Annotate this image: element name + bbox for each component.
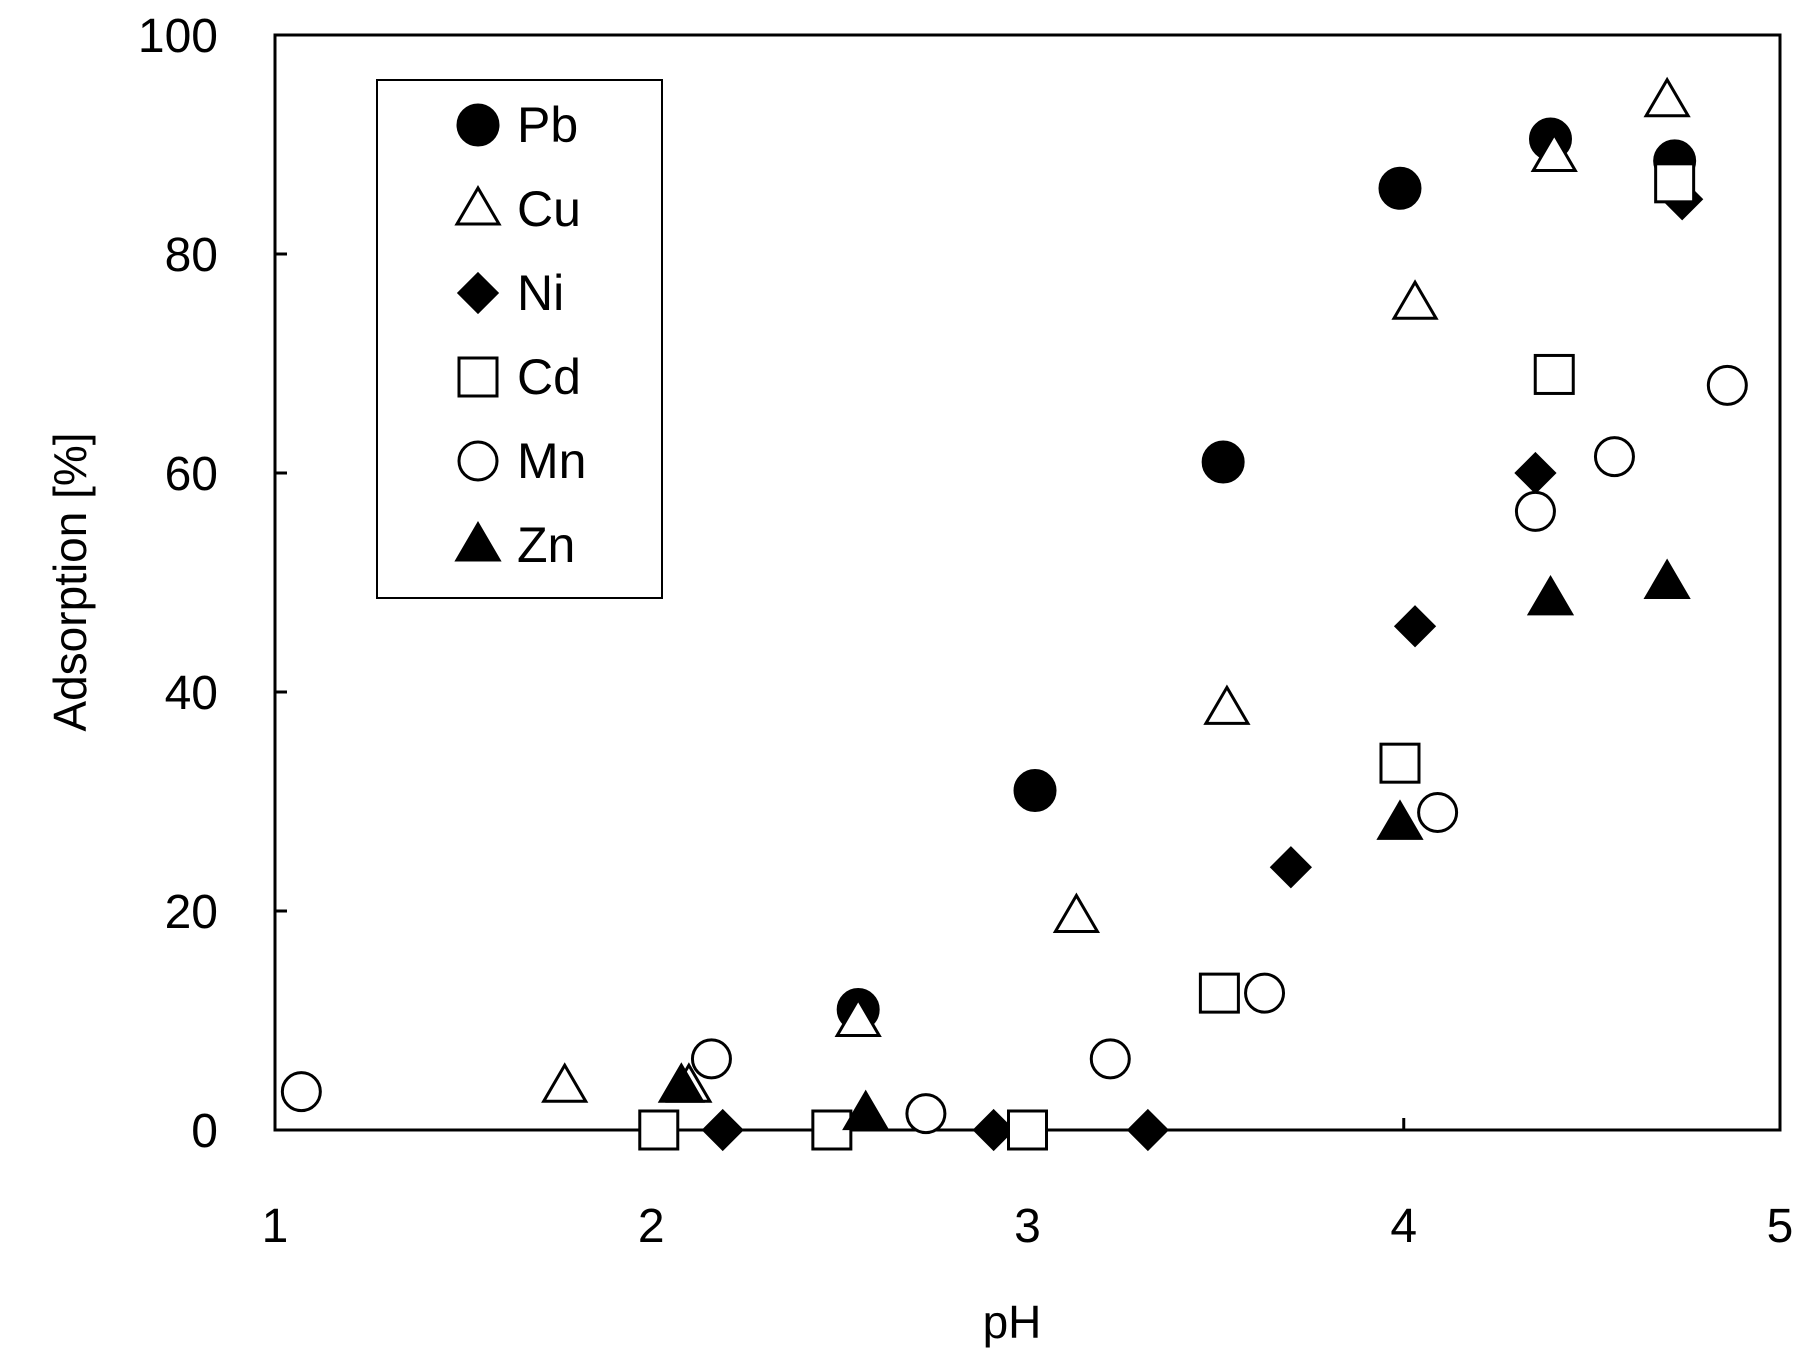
legend-marker-pb <box>456 103 500 147</box>
point-ni <box>972 1108 1015 1152</box>
point-cd <box>1379 742 1421 784</box>
series-mn <box>280 364 1748 1135</box>
y-axis-ticks: 0 20 40 60 80 100 <box>138 10 287 1158</box>
x-axis-label: pH <box>983 1296 1042 1348</box>
series-zn <box>657 558 1691 1131</box>
legend-label: Cd <box>517 349 581 405</box>
point-ni <box>1126 1108 1170 1152</box>
point-ni <box>701 1108 744 1152</box>
point-zn <box>1643 558 1691 599</box>
y-axis-label: Adsorption [%] <box>44 432 96 731</box>
point-cd <box>1198 972 1240 1014</box>
legend-marker-mn <box>457 440 499 482</box>
point-cu <box>1391 279 1439 320</box>
x-tick-label: 1 <box>262 1200 289 1253</box>
x-tick-label: 4 <box>1390 1200 1417 1253</box>
legend-item-pb: Pb <box>456 97 578 153</box>
x-tick-label: 5 <box>1767 1200 1794 1253</box>
point-mn <box>1089 1038 1131 1080</box>
point-zn <box>1376 799 1424 840</box>
point-ni <box>1514 451 1557 495</box>
y-tick-label: 80 <box>165 229 218 282</box>
point-zn <box>842 1089 890 1131</box>
x-axis-ticks: 1 2 3 4 5 <box>262 1118 1794 1253</box>
y-tick-label: 60 <box>165 448 218 501</box>
legend-item-mn: Mn <box>457 433 586 489</box>
point-mn <box>690 1038 732 1080</box>
legend-label: Ni <box>517 265 564 321</box>
y-tick-label: 0 <box>191 1105 218 1158</box>
data-points <box>280 76 1748 1152</box>
point-mn <box>280 1071 322 1113</box>
point-zn <box>657 1062 705 1103</box>
point-mn <box>1417 791 1459 833</box>
series-cu <box>541 76 1691 1103</box>
point-cu <box>541 1062 589 1103</box>
y-tick-label: 40 <box>165 667 218 720</box>
legend: Pb Cu Ni Cd Mn Zn <box>376 79 663 599</box>
point-pb <box>1378 166 1422 210</box>
point-cd <box>1654 162 1696 204</box>
point-mn <box>1593 436 1635 478</box>
point-cd <box>1533 353 1575 395</box>
series-pb <box>836 117 1697 1032</box>
legend-label: Zn <box>517 517 575 573</box>
point-pb <box>1201 440 1245 484</box>
legend-item-cu: Cu <box>454 181 581 237</box>
x-tick-label: 3 <box>1014 1200 1041 1253</box>
legend-marker-cd <box>457 356 499 398</box>
legend-marker-cu <box>454 185 502 226</box>
legend-marker-ni <box>456 271 500 315</box>
series-cd <box>638 162 1696 1151</box>
point-ni <box>1393 605 1437 648</box>
point-mn <box>1244 972 1286 1014</box>
legend-label: Mn <box>517 433 586 489</box>
legend-item-zn: Zn <box>454 517 575 573</box>
y-tick-label: 20 <box>165 886 218 939</box>
point-ni <box>1269 846 1313 889</box>
point-cu <box>1643 76 1691 118</box>
x-tick-label: 2 <box>638 1200 665 1253</box>
legend-item-ni: Ni <box>456 265 564 321</box>
legend-label: Pb <box>517 97 578 153</box>
point-mn <box>905 1093 947 1135</box>
point-zn <box>1526 574 1575 616</box>
point-cd <box>638 1109 680 1151</box>
legend-item-cd: Cd <box>457 349 581 405</box>
legend-label: Cu <box>517 181 581 237</box>
legend-box <box>376 79 663 599</box>
point-cd <box>1007 1109 1048 1151</box>
point-cu <box>834 996 882 1037</box>
point-pb <box>1013 769 1057 813</box>
point-cu <box>1203 684 1251 725</box>
point-cu <box>1530 131 1578 172</box>
point-cu <box>1052 892 1101 933</box>
y-tick-label: 100 <box>138 10 218 63</box>
point-mn <box>1514 490 1556 532</box>
point-mn <box>1706 364 1748 406</box>
legend-marker-zn <box>454 521 502 562</box>
